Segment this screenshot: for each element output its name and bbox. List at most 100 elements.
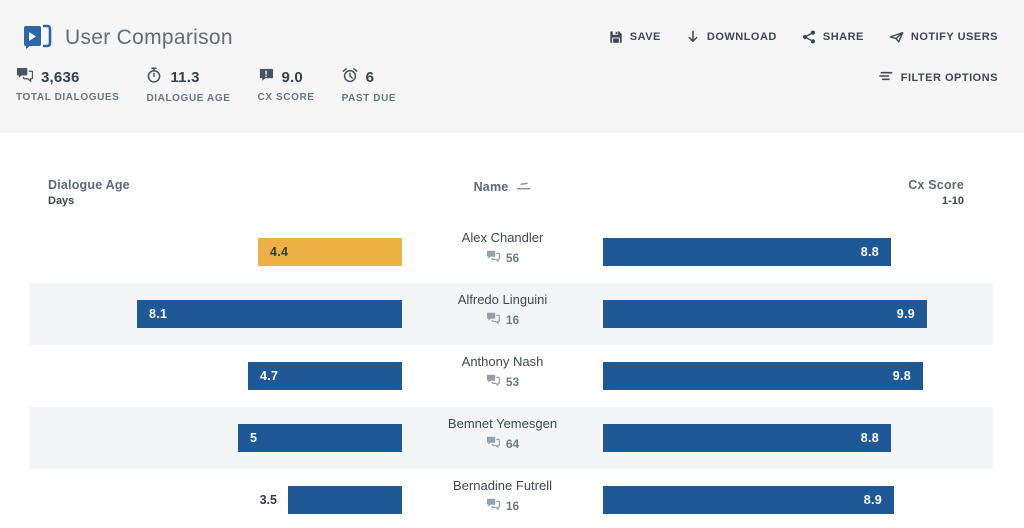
cx-score-cell: 8.8 (603, 221, 993, 283)
dialogue-count: 64 (505, 437, 520, 451)
download-button[interactable]: DOWNLOAD (686, 30, 777, 44)
toolbar: SAVE DOWNLOAD (609, 30, 998, 44)
dialogues-icon (486, 311, 500, 329)
column-header-name: Name (402, 178, 603, 196)
stat-value: 9.0 (281, 68, 303, 86)
stat-label: CX SCORE (257, 92, 315, 103)
stat-label: TOTAL DIALOGUES (16, 92, 120, 103)
stopwatch-icon (146, 67, 162, 88)
bar-value-label: 5 (250, 431, 258, 445)
filter-options-label: FILTER OPTIONS (900, 71, 998, 84)
dialogues-icon (486, 373, 500, 391)
stat-cx-score: 9.0 CX SCORE (258, 67, 315, 104)
column-header-cx-score: Cx Score 1-10 (908, 178, 964, 207)
dialogues-icon (486, 435, 500, 453)
sort-icon[interactable] (516, 178, 531, 196)
filter-icon (878, 70, 894, 85)
bar-value-label: 9.9 (896, 307, 915, 321)
stat-label: DIALOGUE AGE (146, 93, 231, 104)
dialogue-age-unit: Days (48, 195, 75, 207)
send-icon (889, 30, 904, 44)
dialogue-age-cell: 3.5 (29, 469, 402, 528)
user-name: Alfredo Linguini (457, 292, 548, 307)
user-name: Alex Chandler (461, 230, 544, 245)
save-label: SAVE (629, 31, 661, 43)
dialogue-age-bar[interactable]: 4.7 (248, 362, 402, 390)
notify-users-label: NOTIFY USERS (910, 31, 998, 43)
name-cell: Anthony Nash 53 (402, 345, 603, 407)
app-logo-icon (22, 24, 52, 52)
cx-score-bar[interactable]: 9.9 (603, 300, 927, 328)
dialogue-age-cell: 5 (29, 407, 402, 469)
share-button[interactable]: SHARE (802, 30, 864, 44)
summary-stats: 3,636 TOTAL DIALOGUES 11.3 DIALOGUE AGE (16, 67, 396, 104)
cx-score-cell: 8.8 (603, 407, 993, 469)
bar-value-label: 4.7 (260, 369, 279, 383)
cx-score-title: Cx Score (908, 178, 964, 192)
dialogues-icon (486, 249, 500, 267)
comparison-chart: Dialogue Age Days Name Cx Score 1-10 (0, 133, 1024, 528)
bar-value-label: 8.8 (860, 431, 879, 445)
dialogue-age-bar[interactable]: 8.1 (137, 300, 402, 328)
bar-value-label: 8.1 (149, 307, 168, 321)
name-title: Name (473, 180, 509, 194)
stat-total-dialogues: 3,636 TOTAL DIALOGUES (16, 67, 119, 104)
brand: User Comparison (22, 24, 233, 52)
dialogue-age-cell: 8.1 (29, 283, 402, 345)
bar-value-label: 8.8 (860, 245, 879, 259)
bar-value-label: 3.5 (259, 493, 277, 507)
dialogue-count: 56 (505, 251, 520, 265)
stat-value: 11.3 (170, 69, 200, 86)
bar-value-label: 9.8 (892, 369, 911, 383)
bar-value-label: 4.4 (270, 245, 289, 259)
download-label: DOWNLOAD (706, 31, 777, 43)
dialogue-age-cell: 4.4 (29, 221, 402, 283)
name-cell: Bernadine Futrell 16 (402, 469, 603, 528)
dialogue-count: 16 (505, 499, 520, 513)
alarm-icon (342, 67, 358, 88)
notify-users-button[interactable]: NOTIFY USERS (889, 30, 998, 44)
bar-value-label: 8.9 (863, 493, 882, 507)
cx-score-cell: 9.9 (603, 283, 993, 345)
table-row: 8.1 Alfredo Linguini 16 (29, 283, 993, 345)
name-cell: Alex Chandler 56 (402, 221, 603, 283)
stat-past-due: 6 PAST DUE (342, 67, 397, 104)
dialogue-count: 16 (505, 313, 520, 327)
stat-label: PAST DUE (341, 93, 397, 104)
stat-value: 3,636 (41, 68, 80, 86)
stat-dialogue-age: 11.3 DIALOGUE AGE (146, 67, 230, 104)
cx-score-cell: 8.9 (603, 469, 993, 528)
dialogue-count: 53 (505, 375, 520, 389)
dialogue-age-bar[interactable]: 5 (238, 424, 402, 452)
download-icon (686, 30, 700, 44)
dialogue-age-title: Dialogue Age (48, 178, 130, 192)
cx-score-cell: 9.8 (603, 345, 993, 407)
cx-score-range: 1-10 (941, 195, 964, 207)
stat-value: 6 (365, 69, 375, 86)
page-title: User Comparison (65, 26, 233, 49)
user-name: Bernadine Futrell (453, 478, 552, 493)
column-header-dialogue-age: Dialogue Age Days (48, 178, 130, 207)
table-row: 3.5 Bernadine Futrell 16 (29, 469, 993, 528)
dialogue-age-bar[interactable] (288, 486, 402, 514)
dialogue-age-bar[interactable]: 4.4 (258, 238, 402, 266)
save-button[interactable]: SAVE (609, 30, 661, 44)
user-name: Bemnet Yemesgen (447, 416, 558, 431)
top-bar: User Comparison SAVE (0, 0, 1024, 133)
filter-options-button[interactable]: FILTER OPTIONS (878, 70, 998, 85)
cx-score-bar[interactable]: 8.8 (603, 424, 891, 452)
user-name: Anthony Nash (461, 354, 544, 369)
table-row: 5 Bemnet Yemesgen 64 (29, 407, 993, 469)
cx-bubble-icon (258, 67, 274, 87)
name-cell: Bemnet Yemesgen 64 (402, 407, 603, 469)
table-row: 4.7 Anthony Nash 53 (29, 345, 993, 407)
cx-score-bar[interactable]: 8.9 (603, 486, 894, 514)
dialogues-icon (486, 497, 500, 515)
cx-score-bar[interactable]: 8.8 (603, 238, 891, 266)
name-cell: Alfredo Linguini 16 (402, 283, 603, 345)
dialogues-icon (16, 67, 34, 87)
cx-score-bar[interactable]: 9.8 (603, 362, 923, 390)
dialogue-age-cell: 4.7 (29, 345, 402, 407)
share-icon (802, 30, 816, 44)
